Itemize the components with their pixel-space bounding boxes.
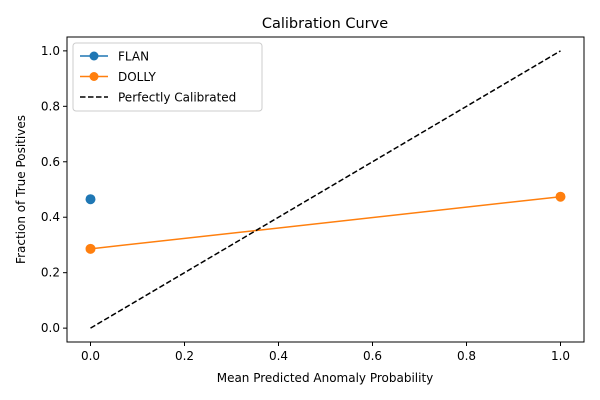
y-tick-label: 0.0 (41, 321, 60, 335)
legend-frame (72, 42, 263, 112)
legend: FLAN DOLLY Perfectly Calibrated (72, 42, 263, 112)
dolly-data-point (85, 243, 96, 254)
flan-data-point (85, 194, 96, 205)
x-axis-label: Mean Predicted Anomaly Probability (217, 371, 434, 385)
y-tick-label: 0.6 (41, 155, 60, 169)
dolly-legend-label: DOLLY (118, 70, 156, 84)
x-tick-label: 0.8 (457, 349, 476, 363)
perfectly-calibrated-series-line (90, 50, 561, 329)
perfectly-calibrated-legend-label: Perfectly Calibrated (118, 91, 236, 105)
series-layer (85, 50, 566, 329)
dolly-data-point (555, 191, 566, 202)
x-tick-label: 1.0 (551, 349, 570, 363)
dolly-legend-marker (89, 72, 99, 81)
axes-frame (66, 36, 585, 343)
flan-legend-label: FLAN (118, 50, 149, 64)
dolly-series-line (90, 195, 561, 250)
flan-legend-marker (89, 51, 99, 61)
chart-title: Calibration Curve (262, 16, 388, 32)
y-tick-label: 0.2 (41, 266, 60, 280)
x-tick-label: 0.2 (175, 349, 194, 363)
x-tick-label: 0.4 (269, 349, 288, 363)
y-tick-label: 0.4 (41, 210, 60, 224)
x-axis-ticks: 0.0 0.2 0.4 0.6 0.8 1.0 (81, 342, 570, 363)
x-tick-label: 0.0 (81, 349, 100, 363)
y-axis-ticks: 0.0 0.2 0.4 0.6 0.8 1.0 (41, 44, 67, 335)
y-tick-label: 1.0 (41, 44, 60, 58)
y-tick-label: 0.8 (41, 99, 60, 113)
plot-area: 0.0 0.2 0.4 0.6 0.8 1.0 0.0 0.2 0.4 0.6 0.8 1.0 (41, 36, 585, 363)
y-axis-label: Fraction of True Positives (14, 115, 28, 264)
x-tick-label: 0.6 (363, 349, 382, 363)
